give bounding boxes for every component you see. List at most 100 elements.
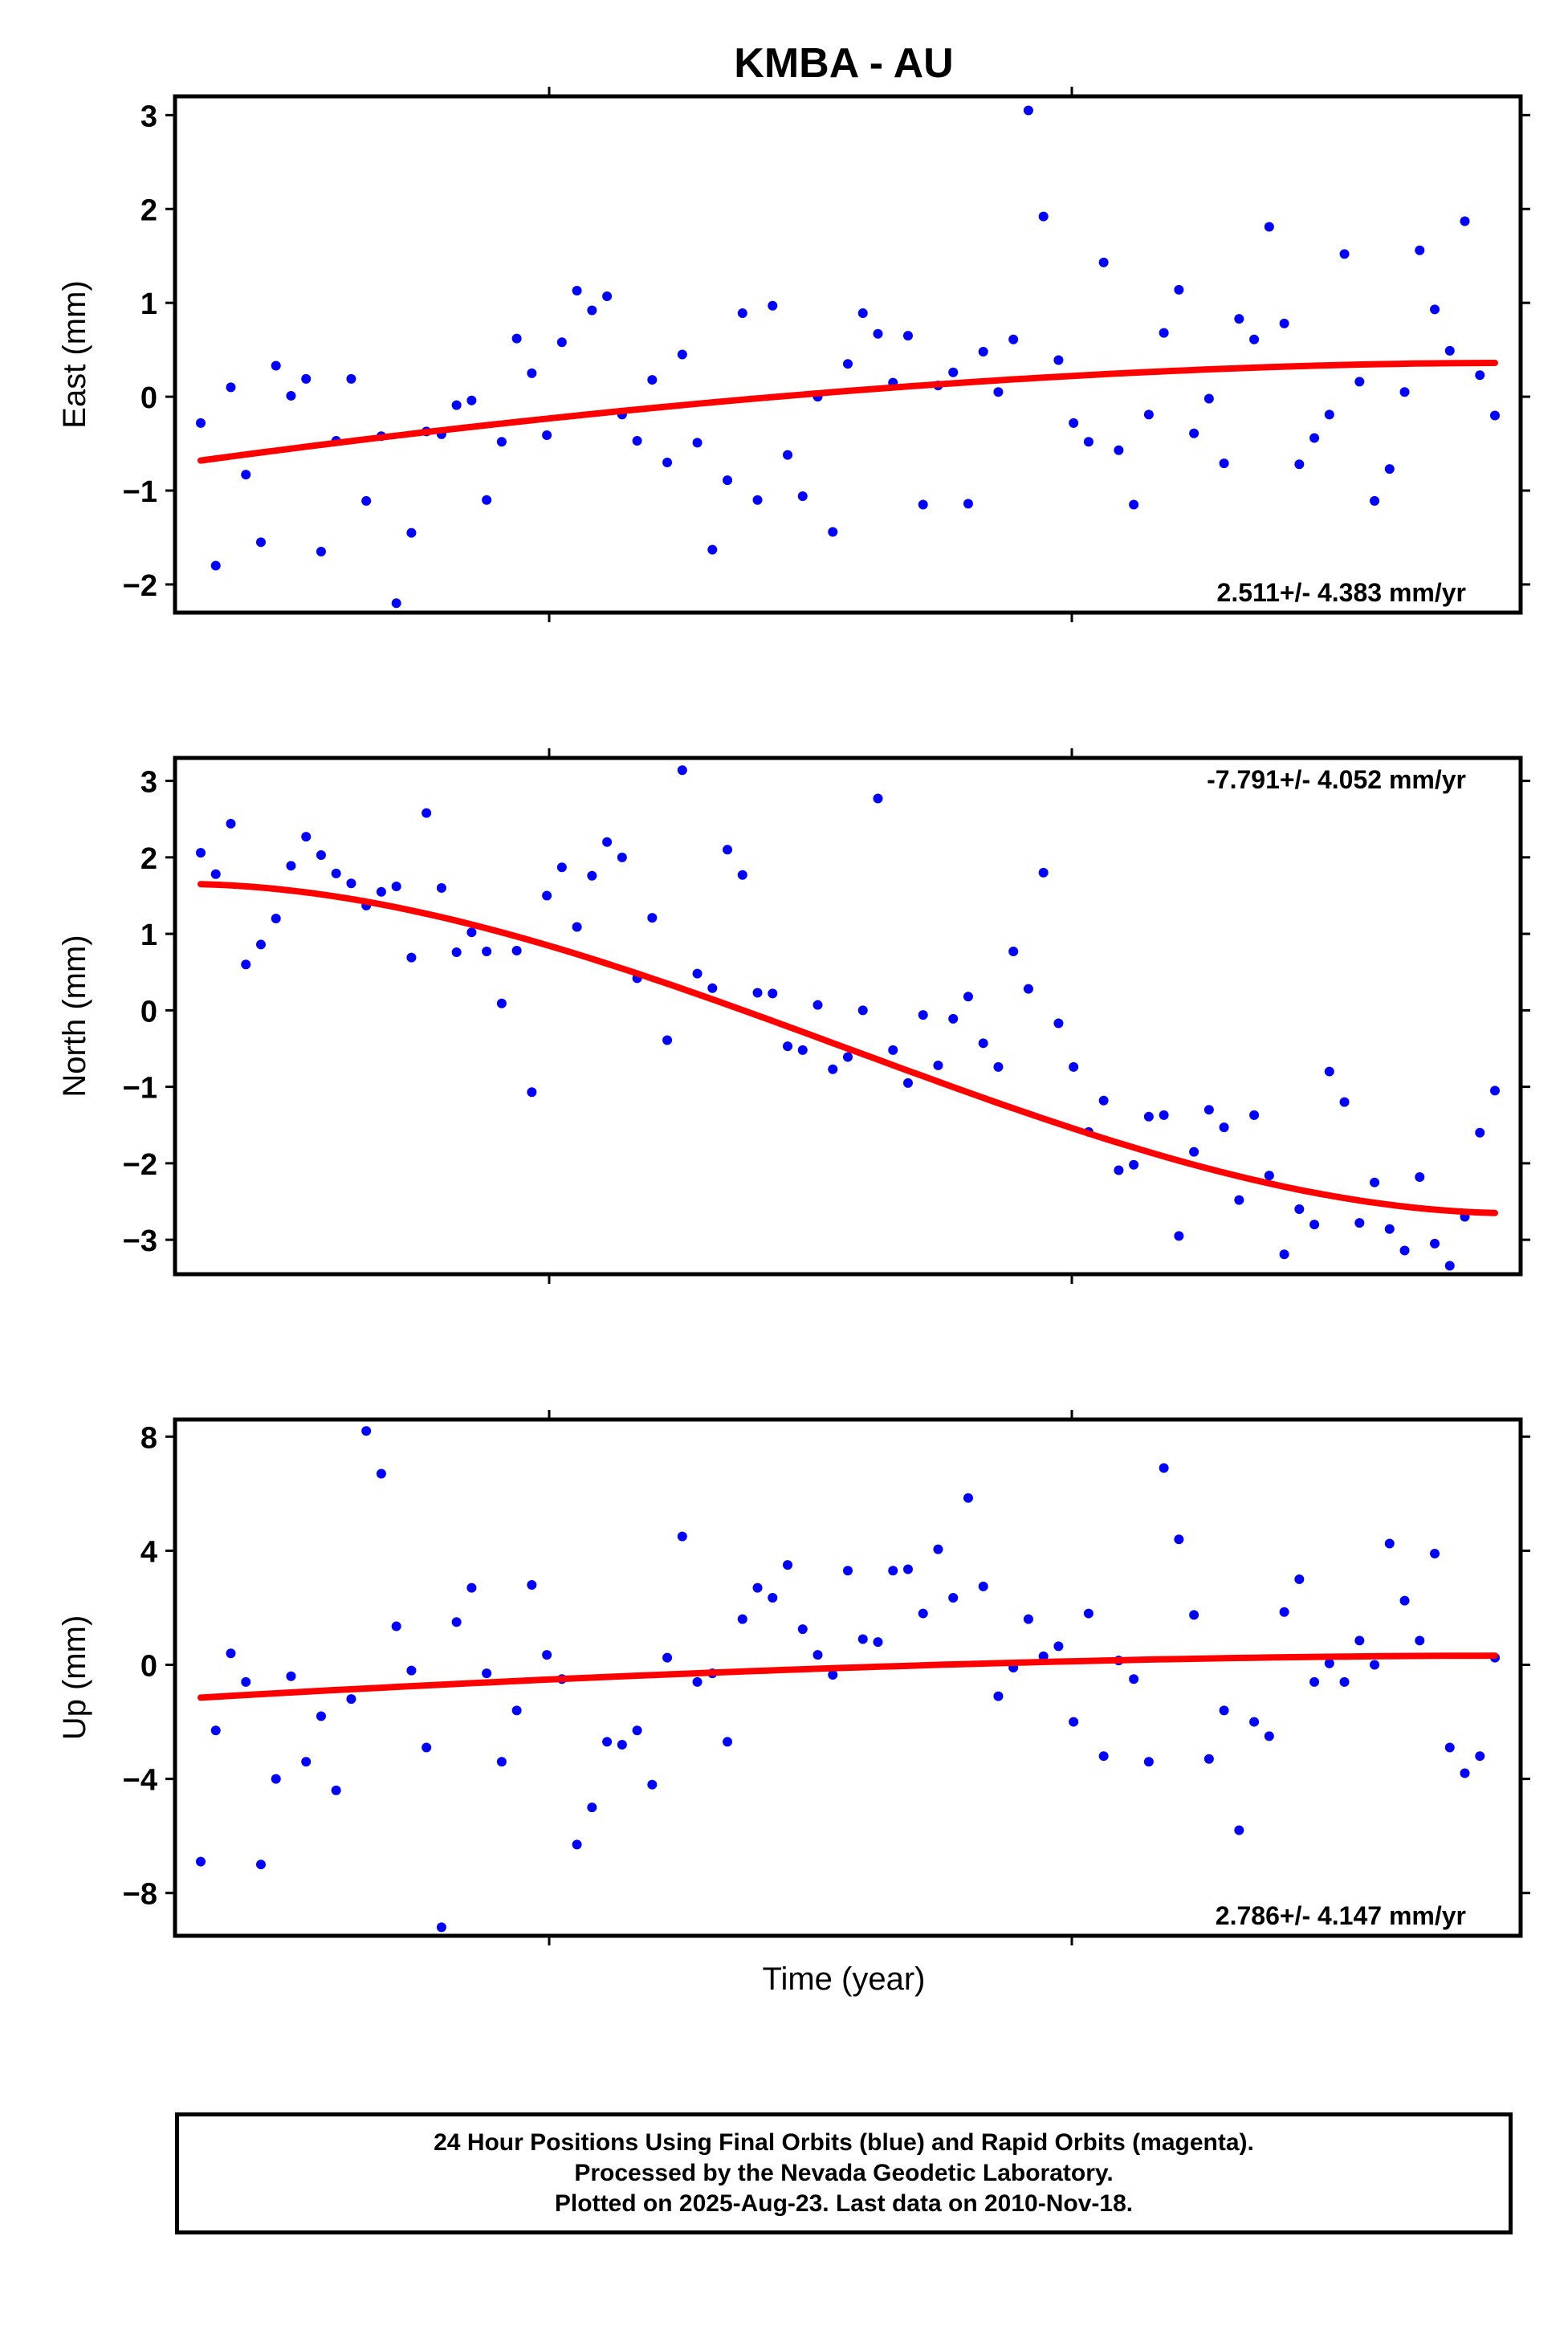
data-point xyxy=(1023,984,1033,994)
x-axis-label: Time (year) xyxy=(763,1961,926,1997)
data-point xyxy=(737,870,747,880)
data-point xyxy=(843,359,853,369)
data-point xyxy=(196,1856,206,1867)
data-point xyxy=(1143,1757,1154,1767)
data-point xyxy=(511,946,522,956)
data-point xyxy=(813,1650,823,1660)
data-point xyxy=(1339,1676,1350,1687)
data-point xyxy=(707,544,718,555)
data-point xyxy=(677,765,687,776)
data-point xyxy=(662,1035,673,1045)
y-tick-label: 1 xyxy=(141,287,157,321)
data-point xyxy=(422,808,432,818)
data-point xyxy=(1053,1018,1064,1029)
data-point xyxy=(1399,1245,1410,1256)
rate-label-east: 2.511+/- 4.383 mm/yr xyxy=(1217,578,1466,607)
data-point xyxy=(1249,334,1260,344)
data-point xyxy=(783,1041,793,1052)
data-point xyxy=(1219,1122,1229,1133)
data-point xyxy=(692,1676,703,1687)
data-point xyxy=(978,346,988,356)
data-point xyxy=(1475,1751,1485,1762)
data-point xyxy=(1309,1220,1320,1230)
y-tick-label: 0 xyxy=(141,381,157,415)
data-point xyxy=(511,333,522,344)
data-point xyxy=(1083,1608,1094,1619)
data-point xyxy=(1444,345,1455,356)
data-point xyxy=(948,1593,959,1603)
data-point xyxy=(1129,1159,1139,1170)
data-point xyxy=(1324,1066,1334,1077)
data-point xyxy=(572,922,582,932)
data-point xyxy=(241,470,251,480)
footer-line-3: Plotted on 2025-Aug-23. Last data on 201… xyxy=(554,2190,1134,2217)
data-point xyxy=(587,870,597,881)
y-tick-label: −2 xyxy=(123,1148,157,1182)
data-point xyxy=(391,598,401,609)
data-point xyxy=(482,947,492,957)
data-point xyxy=(902,1564,913,1574)
data-point xyxy=(1384,464,1395,475)
data-point xyxy=(210,560,221,571)
data-point xyxy=(857,308,868,319)
y-tick-label: −3 xyxy=(123,1224,157,1258)
data-point xyxy=(406,528,417,538)
data-point xyxy=(873,793,883,804)
data-point xyxy=(752,988,763,998)
data-point xyxy=(1415,245,1425,255)
data-point xyxy=(316,849,326,860)
y-tick-label: −1 xyxy=(123,1072,157,1106)
data-point xyxy=(1203,1105,1214,1115)
data-point xyxy=(978,1038,988,1049)
rate-label-up: 2.786+/- 4.147 mm/yr xyxy=(1216,1901,1466,1930)
data-point xyxy=(918,1608,928,1619)
data-point xyxy=(602,1737,613,1747)
data-point xyxy=(1114,1165,1124,1175)
data-point xyxy=(587,1802,597,1813)
data-point xyxy=(1083,437,1094,447)
y-tick-label: 8 xyxy=(141,1421,157,1455)
data-point xyxy=(1324,1658,1334,1668)
data-point xyxy=(768,988,778,999)
data-point xyxy=(1023,1614,1033,1624)
y-tick-label: −1 xyxy=(123,475,157,509)
data-point xyxy=(843,1052,853,1062)
data-point xyxy=(1023,105,1033,116)
data-point xyxy=(255,537,266,548)
data-point xyxy=(466,927,477,938)
data-point xyxy=(255,939,266,950)
data-point xyxy=(1444,1261,1455,1271)
y-tick-label: 3 xyxy=(141,766,157,800)
y-axis-label-up: Up (mm) xyxy=(57,1615,92,1741)
data-point xyxy=(1370,1660,1380,1670)
data-point xyxy=(1490,410,1500,421)
y-tick-label: 3 xyxy=(141,100,157,133)
data-point xyxy=(1415,1172,1425,1183)
data-point xyxy=(1279,1249,1289,1260)
data-point xyxy=(1189,428,1199,438)
data-point xyxy=(1219,1705,1229,1716)
data-point xyxy=(572,1839,582,1850)
data-point xyxy=(857,1005,868,1016)
data-point xyxy=(963,1493,973,1503)
data-point xyxy=(1294,1574,1305,1584)
y-tick-label: 0 xyxy=(141,1650,157,1684)
data-point xyxy=(828,527,838,537)
data-point xyxy=(1399,1595,1410,1606)
data-point xyxy=(451,947,462,957)
data-point xyxy=(1234,314,1244,324)
data-point xyxy=(1234,1825,1244,1835)
data-point xyxy=(331,868,341,878)
panel-up: −8 −4 0 4 8 Up (mm) 2.786+/- 4.147 mm/yr xyxy=(57,1410,1530,1945)
footer-line-1: 24 Hour Positions Using Final Orbits (bl… xyxy=(434,2129,1254,2156)
data-point xyxy=(1174,1534,1184,1545)
data-point xyxy=(647,913,658,923)
data-point xyxy=(346,1694,356,1705)
fit-line xyxy=(198,1652,1498,1701)
data-point xyxy=(1053,1641,1064,1652)
data-point xyxy=(1430,1238,1440,1249)
data-point xyxy=(1264,1731,1274,1741)
data-point xyxy=(783,1560,793,1570)
data-point xyxy=(361,495,372,506)
